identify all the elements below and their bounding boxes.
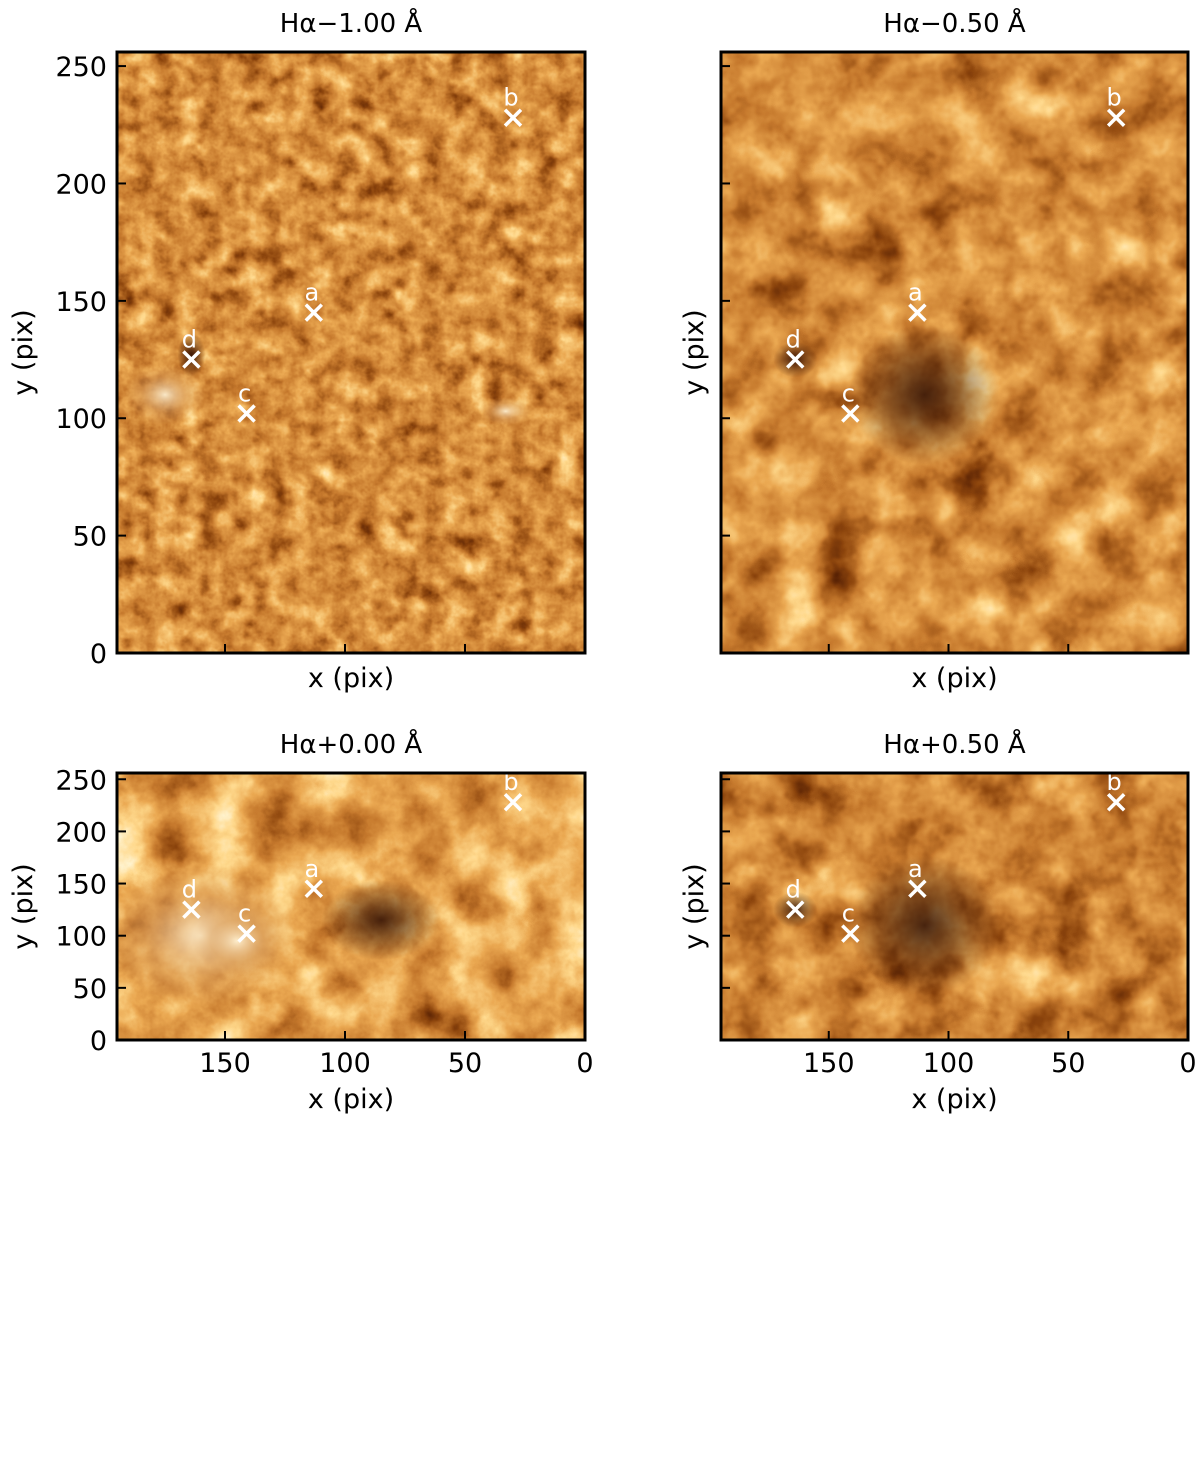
marker-cross — [182, 350, 201, 369]
panel-title: Hα−0.50 Å — [883, 7, 1026, 39]
marker-b: b — [503, 84, 523, 127]
panel-4: a b c d 150 100 50 0 Hα+0.50 Å x (pix) y (pix) — [679, 728, 1197, 1115]
y-tick-label: 100 — [55, 922, 107, 953]
marker-cross — [503, 108, 523, 127]
marker-cross — [304, 303, 324, 322]
panel-title: Hα−1.00 Å — [280, 7, 423, 39]
x-tick-label: 150 — [803, 1048, 855, 1079]
y-axis-label: y (pix) — [679, 309, 710, 395]
marker-a: a — [304, 855, 324, 899]
x-axis-label: x (pix) — [308, 663, 394, 694]
y-axis-label: y (pix) — [679, 863, 710, 949]
x-tick-label: 50 — [1051, 1048, 1085, 1079]
x-tick-label: 100 — [319, 1048, 371, 1079]
x-axis-label: x (pix) — [308, 1084, 394, 1115]
marker-cross — [237, 924, 256, 943]
y-tick-label: 150 — [55, 287, 107, 318]
y-tick-label: 50 — [73, 522, 107, 553]
y-tick-label: 50 — [73, 974, 107, 1005]
y-tick-label: 150 — [55, 870, 107, 901]
marker-label: d — [786, 876, 801, 904]
marker-label: d — [182, 876, 197, 904]
marker-label: a — [908, 855, 923, 883]
panel-3: a b c d 0 50 100 150 200 250 150 100 50 0 Hα+0.00 Å x (… — [8, 728, 594, 1115]
marker-a: a — [908, 855, 927, 899]
marker-cross — [1106, 108, 1126, 127]
marker-label: a — [304, 855, 319, 883]
plot-frame — [115, 771, 587, 1042]
marker-cross — [1106, 792, 1126, 812]
marker-c: c — [841, 900, 860, 943]
x-tick-label: 100 — [923, 1048, 975, 1079]
marker-cross — [182, 900, 201, 919]
marker-label: c — [238, 380, 251, 408]
x-tick-label: 150 — [199, 1048, 251, 1079]
marker-label: a — [304, 279, 319, 307]
y-tick-label: 250 — [55, 52, 107, 83]
y-tick-label: 250 — [55, 765, 107, 796]
marker-cross — [786, 350, 805, 369]
y-axis-label: y (pix) — [8, 309, 39, 395]
y-tick-label: 0 — [90, 1026, 107, 1057]
x-tick-label: 0 — [1179, 1048, 1196, 1079]
marker-b: b — [503, 768, 523, 812]
marker-cross — [237, 404, 256, 423]
marker-c: c — [841, 380, 860, 423]
marker-cross — [841, 404, 860, 423]
plot-frame — [719, 771, 1190, 1042]
marker-label: d — [182, 326, 197, 354]
marker-cross — [503, 792, 523, 812]
heatmap-image — [721, 52, 1188, 653]
marker-label: c — [238, 900, 251, 928]
marker-cross — [304, 879, 324, 899]
marker-c: c — [237, 900, 256, 943]
marker-c: c — [237, 380, 256, 423]
marker-label: b — [1107, 84, 1122, 112]
y-tick-label: 200 — [55, 169, 107, 200]
marker-label: b — [503, 84, 518, 112]
panel-1: a b c d 0 50 100 150 200 250 Hα−1.00 Å x (pix) y (pi… — [8, 7, 587, 694]
x-tick-label: 50 — [448, 1048, 482, 1079]
marker-d: d — [182, 326, 201, 369]
marker-d: d — [786, 326, 805, 369]
heatmap-image — [117, 773, 585, 1040]
y-axis-label: y (pix) — [8, 863, 39, 949]
panel-2: a b c d Hα−0.50 Å x (pix) y (pix) — [679, 7, 1190, 694]
x-axis-label: x (pix) — [911, 663, 997, 694]
panel-title: Hα+0.50 Å — [883, 728, 1026, 760]
marker-d: d — [786, 876, 805, 919]
heatmap-image — [117, 52, 585, 653]
y-tick-label: 0 — [90, 639, 107, 670]
marker-label: b — [503, 768, 518, 796]
marker-cross — [841, 924, 860, 943]
marker-label: b — [1107, 768, 1122, 796]
panel-title: Hα+0.00 Å — [280, 728, 423, 760]
y-tick-label: 100 — [55, 404, 107, 435]
y-tick-label: 200 — [55, 817, 107, 848]
marker-b: b — [1106, 84, 1126, 127]
marker-b: b — [1106, 768, 1126, 812]
marker-a: a — [908, 279, 927, 322]
marker-cross — [786, 900, 805, 919]
x-axis-label: x (pix) — [911, 1084, 997, 1115]
marker-label: a — [908, 279, 923, 307]
marker-d: d — [182, 876, 201, 919]
plot-frame — [719, 50, 1190, 655]
marker-a: a — [304, 279, 324, 322]
marker-label: c — [842, 900, 855, 928]
marker-label: c — [842, 380, 855, 408]
marker-cross — [908, 303, 927, 322]
x-tick-label: 0 — [576, 1048, 593, 1079]
marker-cross — [908, 879, 927, 899]
plot-frame — [115, 50, 587, 655]
marker-label: d — [786, 326, 801, 354]
